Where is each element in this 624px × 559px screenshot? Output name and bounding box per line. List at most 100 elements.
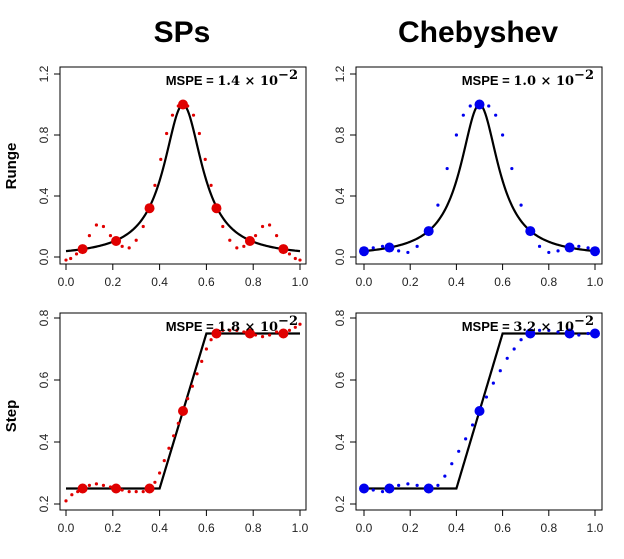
interpolation-node: [111, 483, 122, 494]
approximation-dot: [415, 244, 419, 248]
true-function-line: [65, 103, 301, 253]
approximation-dot: [200, 359, 204, 363]
approximation-dot: [120, 244, 124, 248]
interpolation-node: [211, 203, 222, 214]
x-tick-label: 0.8: [540, 521, 557, 535]
approximation-dot: [186, 397, 190, 401]
approximation-dot: [293, 325, 297, 329]
interpolation-node: [590, 328, 600, 339]
approximation-dot: [204, 347, 208, 351]
approximation-dot: [464, 437, 468, 441]
y-tick-label: 0.8: [37, 309, 51, 326]
y-tick-label: 1.2: [333, 65, 347, 82]
y-tick-label: 0.2: [37, 495, 51, 512]
approximation-dot: [153, 183, 157, 187]
approximation-dot: [397, 249, 401, 253]
approximation-dot: [167, 446, 171, 450]
approximation-dot: [298, 322, 302, 326]
x-tick-label: 0.4: [151, 521, 168, 535]
approximation-dot: [108, 234, 113, 238]
approximation-dot: [64, 258, 68, 262]
x-tick-label: 0.4: [448, 521, 465, 535]
approximation-dot: [159, 157, 163, 161]
approximation-dot: [577, 333, 581, 337]
approximation-dot: [556, 249, 560, 253]
interpolation-node: [384, 483, 395, 494]
approximation-dot: [120, 488, 124, 492]
true-function-line: [363, 103, 596, 253]
approximation-dot: [101, 224, 106, 229]
interpolation-node: [525, 328, 536, 339]
approximation-dot: [172, 434, 176, 438]
plot-frame: [59, 312, 307, 511]
mspe-label: MSPE =: [166, 73, 218, 88]
interpolation-node: [474, 406, 485, 416]
approximation-dot: [505, 356, 509, 360]
approximation-dot: [260, 224, 265, 229]
mspe-exponent: −2: [278, 314, 298, 329]
approximation-dot: [491, 381, 495, 385]
mspe-exponent: −2: [574, 314, 594, 329]
approximation-dot: [494, 113, 498, 117]
panel-runge-chebyshev: 0.0 0.2 0.4 0.6 0.8 1.0 0.0 0.4 0.8 1.2 MSPE = 1.0…: [333, 65, 604, 289]
y-tick-label: 0.8: [37, 126, 51, 143]
approximation-dot: [242, 244, 246, 248]
approximation-dot: [484, 395, 489, 399]
approximation-dot: [436, 483, 440, 487]
x-tick-label: 0.6: [198, 275, 215, 289]
approximation-dot: [94, 223, 99, 227]
approximation-dot: [298, 258, 302, 262]
approximation-dot: [461, 113, 465, 117]
plot-frame: [355, 66, 603, 265]
column-title-chebyshev: Chebyshev: [398, 16, 558, 49]
y-tick-label: 0.2: [333, 495, 347, 512]
y-tick-label: 0.4: [37, 433, 51, 450]
x-tick-label: 0.8: [540, 275, 557, 289]
approximation-dot: [556, 330, 560, 334]
interpolation-node: [384, 242, 395, 253]
row-title-runge: Runge: [3, 143, 20, 190]
plot-frame: [355, 312, 603, 511]
column-title-sps: SPs: [154, 16, 211, 49]
approximation-dot: [547, 328, 551, 332]
interpolation-node: [244, 328, 255, 339]
interpolation-node: [525, 226, 536, 237]
approximation-dot: [436, 203, 440, 207]
approximation-dot: [454, 133, 458, 137]
x-tick-label: 0.4: [448, 275, 465, 289]
y-tick-label: 0.8: [333, 309, 347, 326]
approximation-dot: [512, 347, 516, 351]
interpolation-node: [423, 226, 434, 237]
approximation-dot: [537, 244, 542, 248]
approximation-dot: [242, 330, 246, 334]
approximation-dot: [371, 488, 375, 492]
x-tick-label: 0.2: [402, 521, 419, 535]
x-tick-label: 1.0: [292, 521, 309, 535]
interpolation-node: [178, 406, 188, 416]
approximation-dot: [69, 256, 73, 261]
mspe-annotation: MSPE = 3.2 × 10−2: [462, 314, 594, 335]
approximation-dot: [101, 483, 106, 487]
approximation-dot: [293, 256, 297, 261]
approximation-dot: [415, 483, 419, 487]
interpolation-node: [564, 328, 575, 339]
approximation-dot: [275, 234, 279, 238]
panel-runge-sps: 0.0 0.2 0.4 0.6 0.8 1.0 0.0 0.4 0.8 1.2 MSPE = 1.4…: [37, 65, 309, 289]
x-tick-label: 0.8: [245, 275, 262, 289]
interpolation-node: [359, 246, 369, 257]
approximation-dot: [221, 328, 225, 332]
panel-step-sps: 0.0 0.2 0.4 0.6 0.8 1.0 0.2 0.4 0.6 0.8 MSPE = 1.8…: [37, 309, 309, 535]
y-tick-label: 0.4: [333, 433, 347, 450]
approximation-dot: [577, 244, 581, 248]
approximation-dot: [397, 483, 401, 487]
plot-frame: [59, 66, 307, 265]
approximation-dot: [141, 224, 145, 229]
approximation-dot: [158, 471, 162, 475]
approximation-dot: [191, 113, 196, 117]
interpolation-node: [564, 242, 575, 253]
approximation-dot: [134, 490, 138, 494]
approximation-dot: [87, 234, 91, 238]
approximation-dot: [267, 333, 272, 337]
interpolation-node: [178, 99, 188, 110]
approximation-dot: [547, 250, 551, 255]
